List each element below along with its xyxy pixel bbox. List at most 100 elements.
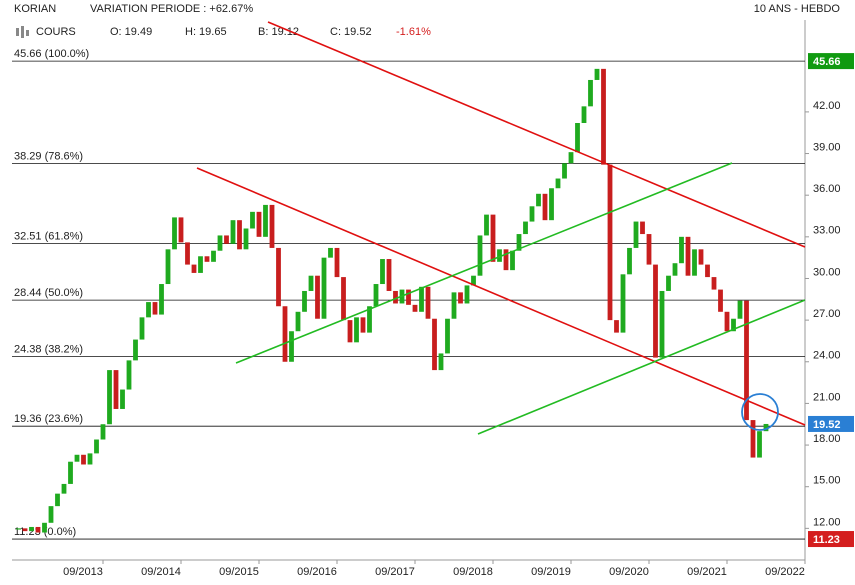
candle [750,420,756,458]
variation: VARIATION PERIODE : +62.67% [90,3,253,15]
candle [289,331,294,362]
candle [737,300,743,319]
fib-label: 45.66 (100.0%) [14,48,89,60]
fib-label: 38.29 (78.6%) [14,150,83,162]
candle [302,290,307,312]
x-tick-label: 09/2019 [531,566,571,578]
candle [705,264,710,278]
candle [269,204,275,248]
candle [744,300,749,421]
candle [360,317,366,333]
candle [55,493,60,507]
y-tick-label: 33.00 [813,225,841,237]
candle [35,526,41,533]
price-tag-label: 45.66 [813,56,841,68]
candle [659,290,665,358]
candle [523,221,528,235]
candle [568,152,574,164]
candle [646,234,652,265]
candle [165,249,171,285]
candle [575,123,580,153]
candle [484,214,489,236]
candle [718,289,723,312]
candle [250,211,255,229]
x-tick-label: 09/2020 [609,566,649,578]
candle [237,220,242,250]
candle [308,275,314,291]
open: O: 19.49 [110,26,152,38]
y-tick-label: 24.00 [813,350,841,362]
candle [555,178,561,189]
candle [256,211,262,237]
candle [432,318,437,371]
price-tag [808,53,854,70]
x-tick-label: 09/2015 [219,566,259,578]
candle [451,292,457,319]
candle [172,217,177,250]
candle [516,234,522,251]
candle [243,228,249,250]
candle [510,250,515,271]
candle [321,257,327,319]
x-tick-label: 09/2016 [297,566,337,578]
candle [42,522,47,533]
candle [48,506,54,523]
candle [159,284,164,315]
candle [341,277,346,321]
candle [412,304,418,312]
candle [653,264,658,358]
cours-icon [16,26,29,38]
candle [211,250,216,262]
candle [386,259,392,291]
candle [581,106,587,124]
candle [438,353,444,371]
candle [757,431,762,458]
candle [87,453,93,465]
candle [627,247,632,275]
candle [380,259,385,285]
candle [458,292,463,304]
candle [373,284,379,307]
candle [295,311,301,332]
candle [607,164,613,321]
candle [22,528,28,532]
candle [113,370,119,409]
candle [68,461,73,484]
candle [276,247,281,307]
candle [204,256,210,262]
candle [614,320,619,333]
candle [731,318,736,332]
candle [367,306,372,333]
y-tick-label: 36.00 [813,183,841,195]
x-tick-label: 09/2021 [687,566,727,578]
candle [588,79,593,107]
low: B: 19.12 [258,26,299,38]
candle [672,263,678,276]
price-tag-label: 11.23 [813,534,840,546]
candle [133,339,138,361]
candle [763,423,769,432]
y-tick-label: 18.00 [813,433,841,445]
candle [633,221,639,248]
x-tick-label: 09/2022 [765,566,805,578]
fib-label: 32.51 (61.8%) [14,231,83,243]
candle [419,286,424,312]
candle [100,424,106,440]
candle [685,236,691,276]
candle [620,274,626,333]
candle [464,285,470,304]
candle [315,275,320,319]
candle [549,188,554,221]
ticker: KORIAN [14,3,56,15]
fib-label: 24.38 (38.2%) [14,343,83,355]
candle [711,277,717,290]
candle [536,193,541,207]
candle [425,286,431,319]
x-tick-label: 09/2018 [453,566,493,578]
price-tag [808,415,854,432]
candle [107,370,112,425]
change: -1.61% [396,26,431,38]
candle [16,528,21,530]
y-tick-label: 15.00 [813,475,841,487]
